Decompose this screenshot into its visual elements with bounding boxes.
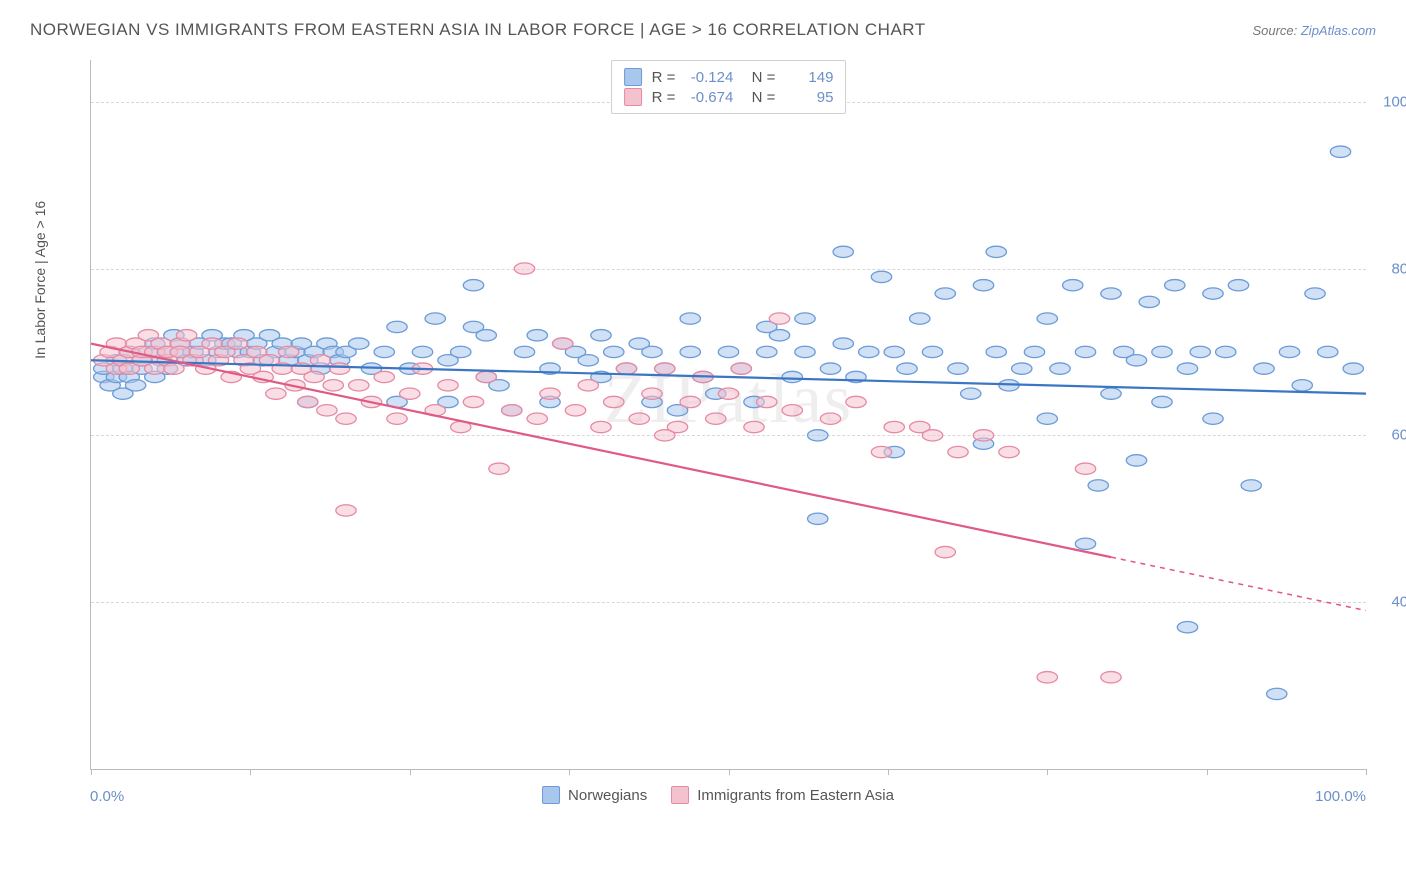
source-prefix: Source: (1252, 23, 1300, 38)
legend-bottom-0: Norwegians (542, 786, 647, 804)
x-label-left: 0.0% (90, 788, 124, 805)
plot-area: ZIPatlas R = -0.124 N = 149 R = -0.674 N… (90, 60, 1366, 770)
x-tick (888, 769, 889, 775)
legend-n-val-0: 149 (785, 69, 833, 86)
source-citation: Source: ZipAtlas.com (1252, 23, 1376, 38)
x-tick (729, 769, 730, 775)
legend-row-1: R = -0.674 N = 95 (624, 87, 834, 107)
x-tick (1207, 769, 1208, 775)
legend-r-label-1: R = (652, 89, 676, 106)
source-link[interactable]: ZipAtlas.com (1301, 23, 1376, 38)
scatter-svg (91, 60, 1366, 769)
legend-bottom-label-1: Immigrants from Eastern Asia (697, 787, 894, 804)
legend-bottom-label-0: Norwegians (568, 787, 647, 804)
legend-r-label-0: R = (652, 69, 676, 86)
legend-r-val-0: -0.124 (685, 69, 733, 86)
legend-series: Norwegians Immigrants from Eastern Asia (542, 786, 894, 804)
x-tick (410, 769, 411, 775)
x-tick (250, 769, 251, 775)
y-tick-label: 100.0% (1374, 93, 1406, 110)
legend-bottom-swatch-0 (542, 786, 560, 804)
legend-n-label-0: N = (743, 69, 775, 86)
x-tick (1366, 769, 1367, 775)
x-tick (1047, 769, 1048, 775)
chart-container: In Labor Force | Age > 16 ZIPatlas R = -… (60, 50, 1376, 810)
x-label-right: 100.0% (1315, 788, 1366, 805)
legend-row-0: R = -0.124 N = 149 (624, 67, 834, 87)
legend-bottom-1: Immigrants from Eastern Asia (671, 786, 894, 804)
chart-title: NORWEGIAN VS IMMIGRANTS FROM EASTERN ASI… (30, 20, 926, 40)
legend-swatch-0 (624, 68, 642, 86)
y-tick-label: 60.0% (1374, 427, 1406, 444)
legend-correlation: R = -0.124 N = 149 R = -0.674 N = 95 (611, 60, 847, 114)
legend-r-val-1: -0.674 (685, 89, 733, 106)
y-tick-label: 80.0% (1374, 260, 1406, 277)
legend-n-label-1: N = (743, 89, 775, 106)
x-tick (91, 769, 92, 775)
legend-n-val-1: 95 (785, 89, 833, 106)
header: NORWEGIAN VS IMMIGRANTS FROM EASTERN ASI… (0, 0, 1406, 50)
legend-bottom-swatch-1 (671, 786, 689, 804)
legend-swatch-1 (624, 88, 642, 106)
x-tick (569, 769, 570, 775)
y-axis-title: In Labor Force | Age > 16 (32, 201, 48, 359)
y-tick-label: 40.0% (1374, 594, 1406, 611)
